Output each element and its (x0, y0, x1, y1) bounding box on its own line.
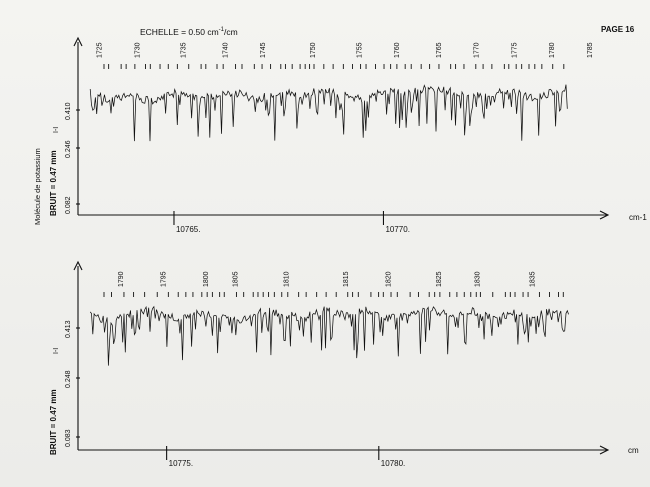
top-ylabel-noise: BRUIT = 0.47 mm (49, 150, 58, 216)
bottom-ytick-label: 0.083 (65, 429, 72, 447)
top-ylabel-molecule: Molécule de potassium (33, 148, 42, 225)
bottom-spectrum-trace (89, 305, 569, 366)
top-line-number: 1735 (180, 42, 187, 58)
bottom-line-number: 1825 (436, 271, 443, 287)
top-xunit-label: cm-1 (629, 213, 647, 222)
bottom-line-number: 1815 (343, 271, 350, 287)
bottom-xunit-label: cm (628, 446, 639, 455)
bottom-line-number: 1820 (385, 271, 392, 287)
top-ytick-label: 0.082 (65, 196, 72, 214)
bottom-line-number: 1810 (283, 271, 290, 287)
top-line-number: 1775 (511, 42, 518, 58)
top-line-number: 1765 (436, 42, 443, 58)
bottom-ytick-label: 0.413 (65, 320, 72, 338)
top-xtick-label: 10770. (385, 225, 409, 234)
top-line-number: 1725 (97, 42, 104, 58)
top-ytick-label: 0.246 (65, 140, 72, 158)
top-ylabel-symbol: I-I (53, 127, 60, 133)
page-label: PAGE 16 (601, 25, 635, 34)
top-line-number: 1780 (549, 42, 556, 58)
top-y-axis-arrow (73, 36, 83, 47)
bottom-line-number: 1790 (118, 271, 125, 287)
bottom-line-number: 1800 (203, 271, 210, 287)
bottom-ylabel-symbol: I-I (53, 348, 60, 354)
bottom-line-number: 1805 (233, 271, 240, 287)
top-line-number: 1740 (222, 42, 229, 58)
top-line-number: 1785 (587, 42, 594, 58)
top-line-number: 1770 (474, 42, 481, 58)
top-spectrum-trace (89, 84, 568, 142)
bottom-line-number: 1835 (530, 271, 537, 287)
top-ytick-label: 0.410 (65, 102, 72, 120)
bottom-y-axis-arrow (73, 260, 83, 271)
top-line-number: 1745 (260, 42, 267, 58)
top-line-number: 1750 (310, 42, 317, 58)
top-line-number: 1755 (356, 42, 363, 58)
top-line-number: 1760 (394, 42, 401, 58)
top-line-number: 1730 (134, 42, 141, 58)
top-xtick-label: 10765. (176, 225, 200, 234)
bottom-x-axis-arrow (599, 445, 610, 455)
bottom-line-number: 1830 (474, 271, 481, 287)
bottom-line-number: 1795 (160, 271, 167, 287)
bottom-ylabel-noise: BRUIT = 0.47 mm (49, 389, 58, 455)
top-x-axis-arrow (599, 210, 610, 220)
scale-label: ECHELLE = 0.50 cm-1/cm (140, 27, 238, 37)
bottom-xtick-label: 10780. (381, 459, 405, 468)
bottom-xtick-label: 10775. (169, 459, 193, 468)
bottom-ytick-label: 0.248 (65, 370, 72, 388)
